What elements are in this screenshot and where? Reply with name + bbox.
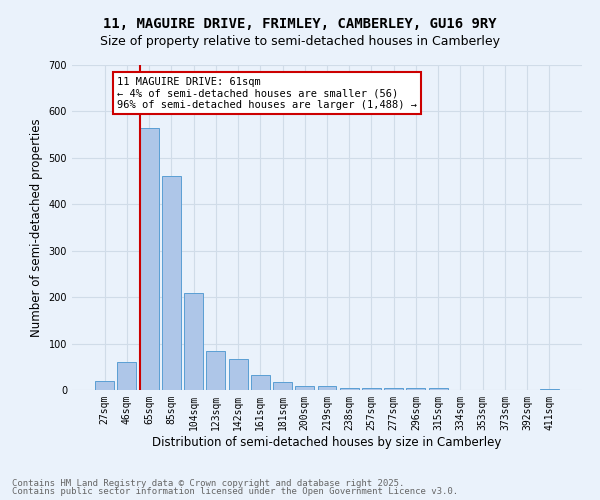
Bar — [429, 388, 448, 390]
Bar — [251, 375, 270, 390]
Y-axis label: Number of semi-detached properties: Number of semi-detached properties — [30, 118, 43, 337]
Bar — [184, 292, 203, 390]
Bar — [273, 382, 292, 390]
Text: Size of property relative to semi-detached houses in Camberley: Size of property relative to semi-detach… — [100, 35, 500, 48]
Bar — [384, 388, 403, 390]
X-axis label: Distribution of semi-detached houses by size in Camberley: Distribution of semi-detached houses by … — [152, 436, 502, 448]
Bar — [162, 176, 181, 390]
Bar — [140, 128, 158, 390]
Bar — [229, 359, 248, 390]
Bar — [406, 388, 425, 390]
Bar — [95, 380, 114, 390]
Bar — [362, 388, 381, 390]
Text: 11, MAGUIRE DRIVE, FRIMLEY, CAMBERLEY, GU16 9RY: 11, MAGUIRE DRIVE, FRIMLEY, CAMBERLEY, G… — [103, 18, 497, 32]
Text: 11 MAGUIRE DRIVE: 61sqm
← 4% of semi-detached houses are smaller (56)
96% of sem: 11 MAGUIRE DRIVE: 61sqm ← 4% of semi-det… — [117, 76, 417, 110]
Bar — [118, 362, 136, 390]
Text: Contains HM Land Registry data © Crown copyright and database right 2025.: Contains HM Land Registry data © Crown c… — [12, 478, 404, 488]
Bar — [206, 352, 225, 390]
Bar — [340, 388, 359, 390]
Bar — [540, 388, 559, 390]
Bar — [317, 386, 337, 390]
Text: Contains public sector information licensed under the Open Government Licence v3: Contains public sector information licen… — [12, 487, 458, 496]
Bar — [295, 386, 314, 390]
